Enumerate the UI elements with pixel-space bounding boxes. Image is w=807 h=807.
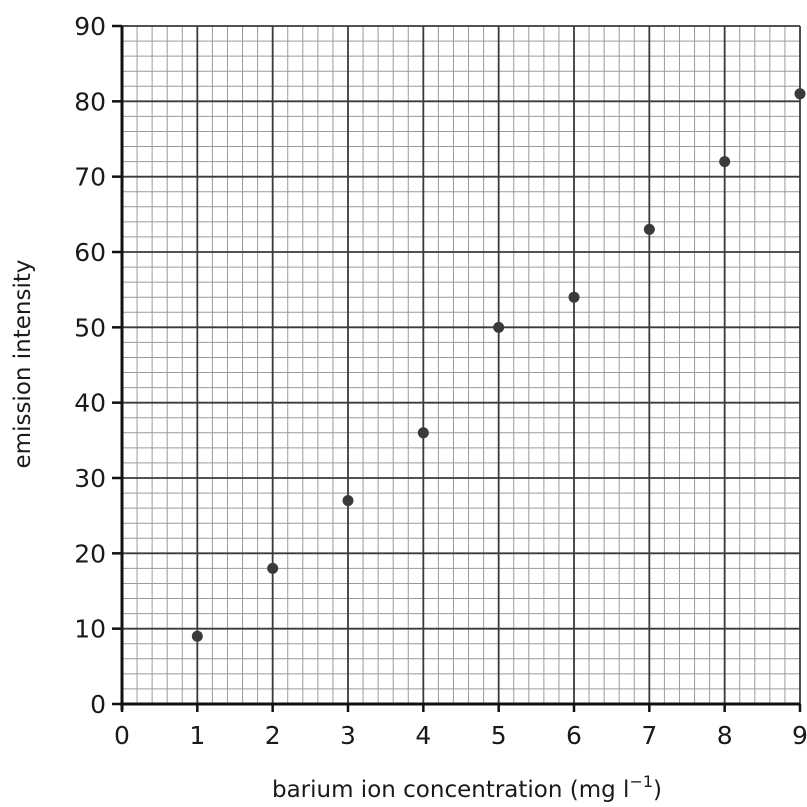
y-tick-label: 90 xyxy=(74,12,106,41)
y-tick-label: 80 xyxy=(74,87,106,116)
x-tick-label: 0 xyxy=(114,721,130,750)
y-axis-label: emission intensity xyxy=(10,260,36,469)
y-tick-label: 40 xyxy=(74,389,106,418)
y-tick-label: 30 xyxy=(74,464,106,493)
x-axis-label-text: barium ion concentration (mg l xyxy=(272,777,629,803)
data-point xyxy=(191,630,203,642)
minor-grid xyxy=(121,25,801,705)
x-axis-label-superscript: −1 xyxy=(629,772,653,791)
x-tick-label: 4 xyxy=(415,721,431,750)
x-tick-label: 8 xyxy=(717,721,733,750)
x-axis-label: barium ion concentration (mg l−1) xyxy=(272,772,662,803)
x-tick-label: 1 xyxy=(189,721,205,750)
y-tick-label: 50 xyxy=(74,313,106,342)
x-axis-label-close: ) xyxy=(653,777,662,803)
data-points xyxy=(191,88,806,642)
x-tick-label: 7 xyxy=(641,721,657,750)
x-tick-label: 5 xyxy=(491,721,507,750)
data-point xyxy=(417,427,429,439)
axes xyxy=(112,24,802,712)
x-tick-label: 3 xyxy=(340,721,356,750)
data-point xyxy=(643,223,655,235)
y-tick-label: 20 xyxy=(74,539,106,568)
y-tick-label: 10 xyxy=(74,615,106,644)
major-grid xyxy=(121,25,801,705)
data-point xyxy=(267,562,279,574)
data-point xyxy=(719,156,731,168)
data-point xyxy=(794,88,806,100)
x-tick-label: 6 xyxy=(566,721,582,750)
x-tick-label: 2 xyxy=(265,721,281,750)
data-point xyxy=(568,291,580,303)
y-tick-label: 60 xyxy=(74,238,106,267)
x-tick-label: 9 xyxy=(792,721,807,750)
y-tick-label: 0 xyxy=(90,690,106,719)
y-tick-labels: 0 10 20 30 40 50 60 70 80 90 xyxy=(74,12,106,719)
data-point xyxy=(342,495,354,507)
data-point xyxy=(493,321,505,333)
x-tick-labels: 0 1 2 3 4 5 6 7 8 9 xyxy=(114,721,807,750)
y-tick-label: 70 xyxy=(74,163,106,192)
